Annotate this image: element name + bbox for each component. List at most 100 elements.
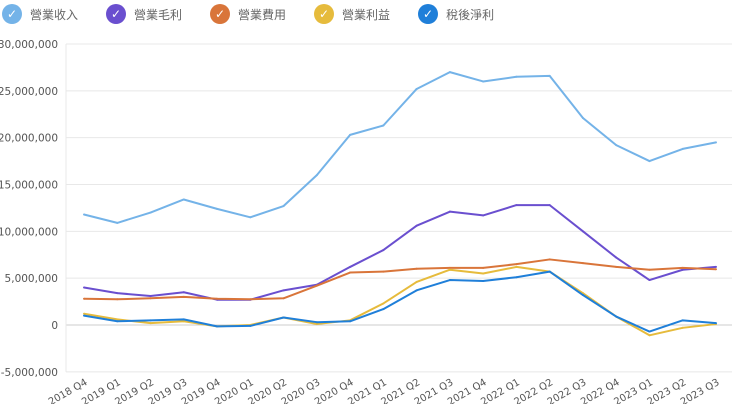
check-icon: ✓ xyxy=(314,4,335,24)
data-point xyxy=(282,316,285,319)
legend-label: 稅後淨利 xyxy=(446,7,495,22)
data-point xyxy=(315,174,318,177)
data-point xyxy=(182,318,185,321)
data-point xyxy=(83,286,85,289)
data-point xyxy=(249,298,252,301)
legend-item-gross-profit[interactable]: ✓ 營業毛利 xyxy=(106,4,182,24)
data-point xyxy=(116,221,119,224)
data-point xyxy=(648,160,651,163)
x-tick-label: 2019 Q4 xyxy=(180,377,223,404)
y-tick-label: 10,000,000 xyxy=(0,226,58,238)
data-point xyxy=(615,256,618,259)
x-tick-label: 2021 Q2 xyxy=(380,377,423,404)
series-line xyxy=(83,270,717,333)
data-point xyxy=(681,268,684,271)
data-point xyxy=(615,315,618,318)
legend-item-expenses[interactable]: ✓ 營業費用 xyxy=(210,4,286,24)
x-tick-label: 2021 Q3 xyxy=(413,377,456,404)
data-point xyxy=(349,265,352,268)
legend-label: 營業收入 xyxy=(30,7,79,22)
data-point xyxy=(448,279,451,282)
data-point xyxy=(515,75,518,78)
legend-item-revenue[interactable]: ✓ 營業收入 xyxy=(2,4,78,24)
y-tick-label: 30,000,000 xyxy=(0,39,58,51)
data-point xyxy=(581,262,584,265)
data-point xyxy=(149,322,152,325)
data-point xyxy=(315,323,318,326)
x-tick-label: 2021 Q4 xyxy=(446,377,489,404)
legend-item-net-income[interactable]: ✓ 稅後淨利 xyxy=(418,4,494,24)
data-point xyxy=(415,280,418,283)
y-tick-label: 5,000,000 xyxy=(5,273,58,285)
data-point xyxy=(581,294,584,297)
data-point xyxy=(83,312,85,315)
data-point xyxy=(182,198,185,201)
data-point xyxy=(216,298,219,301)
data-point xyxy=(382,308,385,311)
data-point xyxy=(448,268,451,271)
data-point xyxy=(249,324,252,327)
x-tick-label: 2020 Q3 xyxy=(280,377,323,404)
y-tick-label: 0 xyxy=(51,320,58,332)
data-point xyxy=(681,147,684,150)
data-point xyxy=(349,319,352,322)
data-point xyxy=(182,291,185,294)
series-line xyxy=(83,204,717,301)
x-tick-label: 2022 Q1 xyxy=(479,377,522,404)
data-point xyxy=(415,289,418,292)
legend: ✓ 營業收入 ✓ 營業毛利 ✓ 營業費用 ✓ 營業利益 ✓ 稅後淨利 xyxy=(2,4,522,24)
data-point xyxy=(448,210,451,213)
data-point xyxy=(482,272,485,275)
data-point xyxy=(83,213,85,216)
data-point xyxy=(382,302,385,305)
series-line xyxy=(83,258,717,301)
x-tick-label: 2019 Q3 xyxy=(147,377,190,404)
data-point xyxy=(515,276,518,279)
data-point xyxy=(216,325,219,328)
data-point xyxy=(715,265,717,268)
data-point xyxy=(282,316,285,319)
data-point xyxy=(282,297,285,300)
x-tick-label: 2019 Q2 xyxy=(113,377,156,404)
data-point xyxy=(715,141,717,144)
check-icon: ✓ xyxy=(2,4,22,24)
x-tick-label: 2023 Q1 xyxy=(612,377,655,404)
x-tick-label: 2020 Q1 xyxy=(213,377,256,404)
data-point xyxy=(216,297,219,300)
data-point xyxy=(149,211,152,214)
data-point xyxy=(315,284,318,287)
data-point xyxy=(615,315,618,318)
data-point xyxy=(216,325,219,328)
data-point xyxy=(648,268,651,271)
x-tick-label: 2020 Q4 xyxy=(313,377,356,404)
data-point xyxy=(249,216,252,219)
data-point xyxy=(216,207,219,210)
x-tick-label: 2022 Q3 xyxy=(546,377,589,404)
x-tick-label: 2018 Q4 xyxy=(47,377,90,404)
series-line xyxy=(83,71,717,224)
data-point xyxy=(648,279,651,282)
data-point xyxy=(715,268,717,271)
series-line xyxy=(83,265,717,337)
data-point xyxy=(548,270,551,273)
data-point xyxy=(315,283,318,286)
data-point xyxy=(382,270,385,273)
check-icon: ✓ xyxy=(106,4,127,24)
data-point xyxy=(149,319,152,322)
data-point xyxy=(349,320,352,323)
data-point xyxy=(249,298,252,301)
data-point xyxy=(548,258,551,261)
legend-label: 營業費用 xyxy=(238,7,287,22)
data-point xyxy=(83,314,85,317)
data-point xyxy=(681,319,684,322)
data-point xyxy=(149,297,152,300)
legend-item-operating-income[interactable]: ✓ 營業利益 xyxy=(314,4,390,24)
data-point xyxy=(149,294,152,297)
data-point xyxy=(615,144,618,147)
data-point xyxy=(116,298,119,301)
data-point xyxy=(382,249,385,252)
data-point xyxy=(83,297,85,300)
data-point xyxy=(415,224,418,227)
data-point xyxy=(482,279,485,282)
